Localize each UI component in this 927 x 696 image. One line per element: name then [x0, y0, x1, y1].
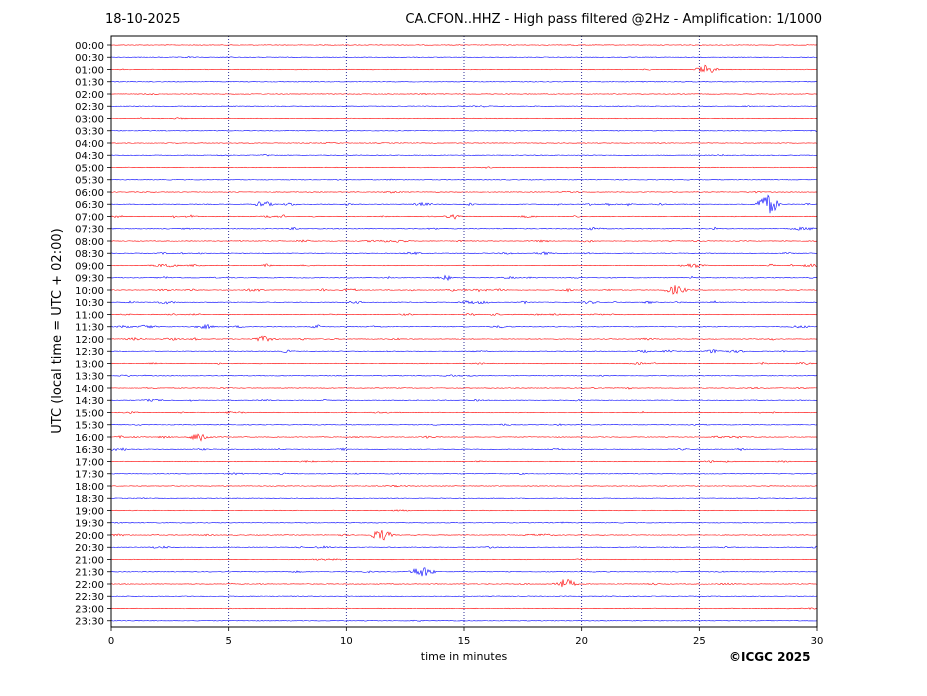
y-tick-label: 11:00 — [75, 310, 104, 321]
y-tick-label: 21:30 — [75, 568, 104, 579]
y-tick-label: 18:00 — [75, 482, 104, 493]
trace-row-2200 — [110, 578, 818, 588]
trace-row-0400 — [110, 141, 818, 144]
trace-row-0230 — [110, 105, 818, 108]
x-tick-label: 30 — [811, 636, 824, 647]
y-tick-label: 14:30 — [75, 396, 104, 407]
trace-row-1130 — [110, 323, 818, 330]
plot-frame — [110, 35, 818, 628]
trace-row-1500 — [110, 410, 818, 414]
y-tick-label: 09:30 — [75, 274, 104, 285]
x-tick-label: 0 — [108, 636, 114, 647]
trace-row-2130 — [110, 567, 818, 577]
trace-row-0330 — [110, 129, 818, 132]
y-tick-label: 16:30 — [75, 445, 104, 456]
x-tick-label: 10 — [340, 636, 353, 647]
y-tick-label: 15:30 — [75, 421, 104, 432]
trace-row-1530 — [110, 423, 818, 426]
x-tick-labels: 0 5 10 15 20 25 30 — [108, 627, 824, 647]
y-tick-label: 06:00 — [75, 188, 104, 199]
y-tick-label: 17:30 — [75, 470, 104, 481]
y-tick-label: 08:30 — [75, 249, 104, 260]
y-tick-label: 02:00 — [75, 90, 104, 101]
y-tick-label: 13:00 — [75, 359, 104, 370]
y-tick-label: 00:30 — [75, 53, 104, 64]
trace-row-2330 — [110, 619, 818, 622]
y-tick-label: 05:30 — [75, 176, 104, 187]
trace-row-2230 — [110, 595, 818, 598]
y-tick-label: 20:30 — [75, 543, 104, 554]
y-tick-label: 03:30 — [75, 127, 104, 138]
trace-row-1000 — [110, 285, 818, 295]
y-tick-label: 21:00 — [75, 555, 104, 566]
chart-title: CA.CFON..HHZ - High pass filtered @2Hz -… — [405, 12, 822, 27]
trace-row-1600 — [110, 433, 818, 442]
trace-row-2300 — [110, 607, 818, 610]
trace-row-0900 — [110, 263, 818, 269]
trace-row-1700 — [110, 460, 818, 464]
y-tick-label: 15:00 — [75, 408, 104, 419]
x-axis-label: time in minutes — [421, 650, 508, 663]
y-tick-label: 01:00 — [75, 65, 104, 76]
trace-row-1430 — [110, 398, 818, 402]
y-tick-label: 20:00 — [75, 531, 104, 542]
y-tick-label: 07:30 — [75, 225, 104, 236]
trace-row-0530 — [110, 178, 818, 181]
y-tick-label: 11:30 — [75, 323, 104, 334]
y-tick-label: 23:30 — [75, 617, 104, 628]
y-tick-label: 04:30 — [75, 151, 104, 162]
y-tick-label: 14:00 — [75, 384, 104, 395]
y-tick-label: 08:00 — [75, 237, 104, 248]
y-tick-label: 02:30 — [75, 102, 104, 113]
trace-row-0930 — [110, 274, 818, 282]
y-tick-label: 19:30 — [75, 519, 104, 530]
y-tick-label: 17:00 — [75, 457, 104, 468]
y-tick-label: 10:30 — [75, 298, 104, 309]
copyright-label: ©ICGC 2025 — [729, 650, 811, 664]
y-tick-label: 22:00 — [75, 580, 104, 591]
y-tick-label: 06:30 — [75, 200, 104, 211]
y-tick-label: 12:30 — [75, 347, 104, 358]
trace-row-0430 — [110, 153, 818, 157]
y-tick-label: 18:30 — [75, 494, 104, 505]
x-tick-label: 5 — [225, 636, 231, 647]
trace-row-2100 — [110, 558, 818, 561]
y-tick-label: 22:30 — [75, 592, 104, 603]
y-tick-label: 12:00 — [75, 335, 104, 346]
y-tick-label: 09:00 — [75, 261, 104, 272]
y-axis-label: UTC (local time = UTC + 02:00) — [50, 228, 65, 433]
y-tick-label: 13:30 — [75, 372, 104, 383]
y-tick-label: 00:00 — [75, 41, 104, 52]
trace-row-1100 — [110, 312, 818, 316]
trace-row-2030 — [110, 545, 818, 549]
y-tick-label: 10:00 — [75, 286, 104, 297]
trace-row-1630 — [110, 447, 818, 452]
y-tick-label: 07:00 — [75, 212, 104, 223]
x-tick-label: 25 — [693, 636, 706, 647]
y-tick-label: 04:00 — [75, 139, 104, 150]
trace-row-0500 — [110, 166, 818, 169]
x-tick-label: 15 — [458, 636, 471, 647]
date-label: 18-10-2025 — [105, 12, 181, 27]
y-tick-label: 23:00 — [75, 604, 104, 615]
y-tick-label: 16:00 — [75, 433, 104, 444]
y-tick-label: 19:00 — [75, 506, 104, 517]
x-tick-label: 20 — [575, 636, 588, 647]
trace-row-0830 — [110, 251, 818, 256]
grid-layer — [228, 36, 700, 627]
y-tick-label: 01:30 — [75, 78, 104, 89]
trace-row-0300 — [110, 117, 818, 120]
y-tick-label: 05:00 — [75, 163, 104, 174]
y-tick-label: 03:00 — [75, 114, 104, 125]
